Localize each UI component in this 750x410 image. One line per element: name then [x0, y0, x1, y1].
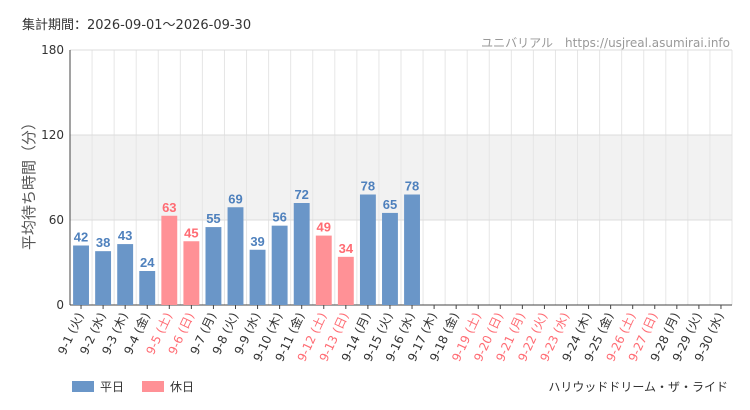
legend-swatch-holiday [142, 381, 165, 392]
data-label: 43 [118, 228, 132, 243]
bar [205, 227, 222, 305]
bar [382, 212, 398, 305]
bar [117, 244, 134, 305]
ride-name: ハリウッドドリーム・ザ・ライド [548, 380, 728, 394]
bar [315, 235, 332, 305]
legend-swatch-weekday [72, 381, 94, 392]
bar [183, 241, 200, 305]
y-tick-label: 180 [41, 43, 64, 57]
y-tick-label: 60 [49, 213, 64, 227]
data-label: 34 [339, 241, 354, 256]
data-label: 24 [140, 255, 155, 270]
y-tick-label: 120 [41, 128, 64, 142]
bar [95, 251, 112, 305]
bar [249, 249, 266, 305]
data-label: 55 [206, 211, 220, 226]
data-label: 56 [272, 210, 286, 225]
legend-item-holiday: 休日 [142, 378, 194, 395]
legend-label-holiday: 休日 [170, 380, 195, 394]
bar [359, 194, 376, 305]
bar [73, 245, 89, 305]
legend-item-weekday: 平日 [72, 378, 124, 395]
data-label: 72 [294, 187, 308, 202]
data-label: 49 [317, 220, 331, 235]
legend-label-weekday: 平日 [100, 380, 125, 394]
data-label: 78 [405, 179, 419, 194]
data-label: 39 [250, 234, 264, 249]
bar [404, 194, 420, 305]
data-label: 69 [228, 191, 242, 206]
data-label: 45 [184, 225, 198, 240]
bar [337, 256, 354, 305]
bar [271, 225, 288, 305]
bar [161, 215, 178, 305]
period-label: 集計期間：2026-09-01〜2026-09-30 [22, 18, 252, 33]
data-label: 65 [383, 197, 397, 212]
site-credit: ユニバリアル https://usjreal.asumirai.info [481, 36, 730, 50]
data-label: 38 [96, 235, 110, 250]
bar [293, 203, 310, 305]
bar [139, 271, 156, 305]
data-label: 78 [361, 179, 375, 194]
data-label: 42 [74, 230, 88, 245]
bar [227, 207, 244, 305]
data-label: 63 [162, 200, 176, 215]
y-tick-label: 0 [56, 298, 64, 312]
legend: 平日 休日 [72, 378, 194, 395]
